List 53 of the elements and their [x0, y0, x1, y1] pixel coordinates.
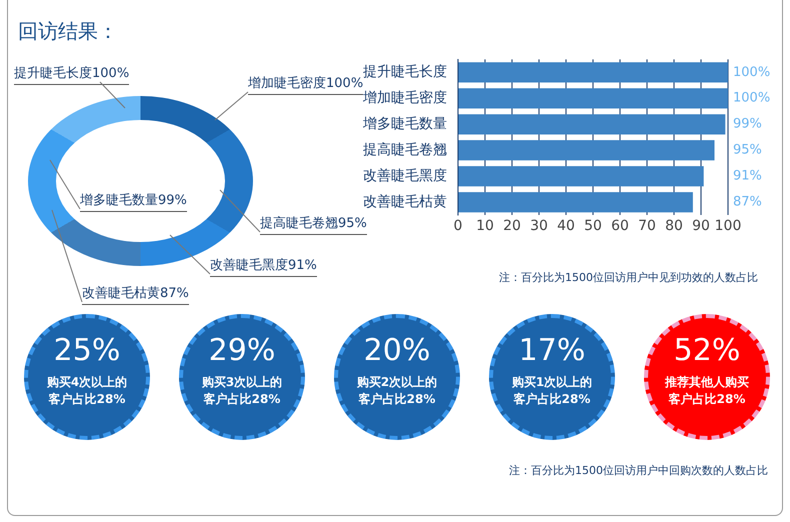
- text: 提高睫毛卷翘95%: [260, 214, 367, 235]
- bar: [458, 88, 728, 108]
- data-label: 100%: [733, 90, 770, 106]
- text: 17%: [518, 333, 586, 368]
- text: 增多睫毛数量99%: [80, 191, 187, 212]
- y-tick-label: 改善睫毛枯黄: [363, 192, 447, 210]
- text: 25%: [52, 333, 122, 368]
- x-tick-label: 10: [476, 218, 494, 234]
- data-label: 87%: [733, 194, 762, 210]
- x-tick-label: 80: [665, 218, 683, 234]
- text: 52%: [672, 333, 742, 368]
- y-tick-label: 增多睫毛数量: [362, 116, 447, 132]
- text: 回访结果：: [18, 18, 118, 45]
- data-label: 95%: [733, 142, 762, 158]
- bar: [458, 166, 704, 186]
- x-tick-label: 0: [454, 218, 462, 234]
- text: 客户占比28%: [202, 391, 282, 408]
- x-tick-label: 90: [692, 218, 710, 234]
- text: 购买1次以上的: [510, 374, 594, 391]
- data-label: 99%: [733, 116, 762, 132]
- text: 注：百分比为1500位回访用户中见到功效的人数占比: [499, 270, 758, 285]
- x-tick-label: 70: [638, 218, 656, 234]
- text: 改善睫毛黑度91%: [210, 256, 317, 277]
- data-label: 100%: [733, 64, 770, 80]
- x-tick-label: 50: [584, 218, 602, 234]
- text: 购买4次以上的: [46, 374, 128, 391]
- bar: [458, 62, 728, 83]
- bar: [458, 192, 693, 212]
- text: 推荐其他人购买: [664, 374, 750, 391]
- x-tick-label: 30: [530, 218, 548, 234]
- x-tick-label: 20: [503, 218, 521, 234]
- text: 客户占比28%: [512, 391, 592, 408]
- y-tick-label: 增加睫毛密度: [362, 90, 447, 106]
- text: 注：百分比为1500位回访用户中回购次数的人数占比: [509, 463, 768, 478]
- x-tick-label: 40: [557, 218, 575, 234]
- x-tick-label: 60: [611, 218, 629, 234]
- y-tick-label: 提升睫毛长度: [363, 64, 447, 80]
- text: 20%: [362, 333, 432, 368]
- text: 客户占比28%: [358, 391, 436, 408]
- text: 提升睫毛长度100%: [14, 64, 130, 85]
- text: 购买3次以上的: [200, 374, 284, 391]
- data-label: 91%: [733, 168, 762, 184]
- text: 29%: [208, 333, 276, 368]
- text: 改善睫毛枯黄87%: [82, 284, 189, 305]
- bar: [458, 140, 714, 160]
- x-tick-label: 100: [714, 218, 742, 234]
- text: 客户占比28%: [668, 391, 746, 408]
- text: 增加睫毛密度100%: [248, 74, 364, 95]
- y-tick-label: 改善睫毛黑度: [363, 166, 447, 184]
- text: 购买2次以上的: [356, 374, 438, 391]
- bar: [458, 114, 726, 134]
- text: 客户占比28%: [48, 391, 126, 408]
- y-tick-label: 提高睫毛卷翘: [363, 142, 447, 158]
